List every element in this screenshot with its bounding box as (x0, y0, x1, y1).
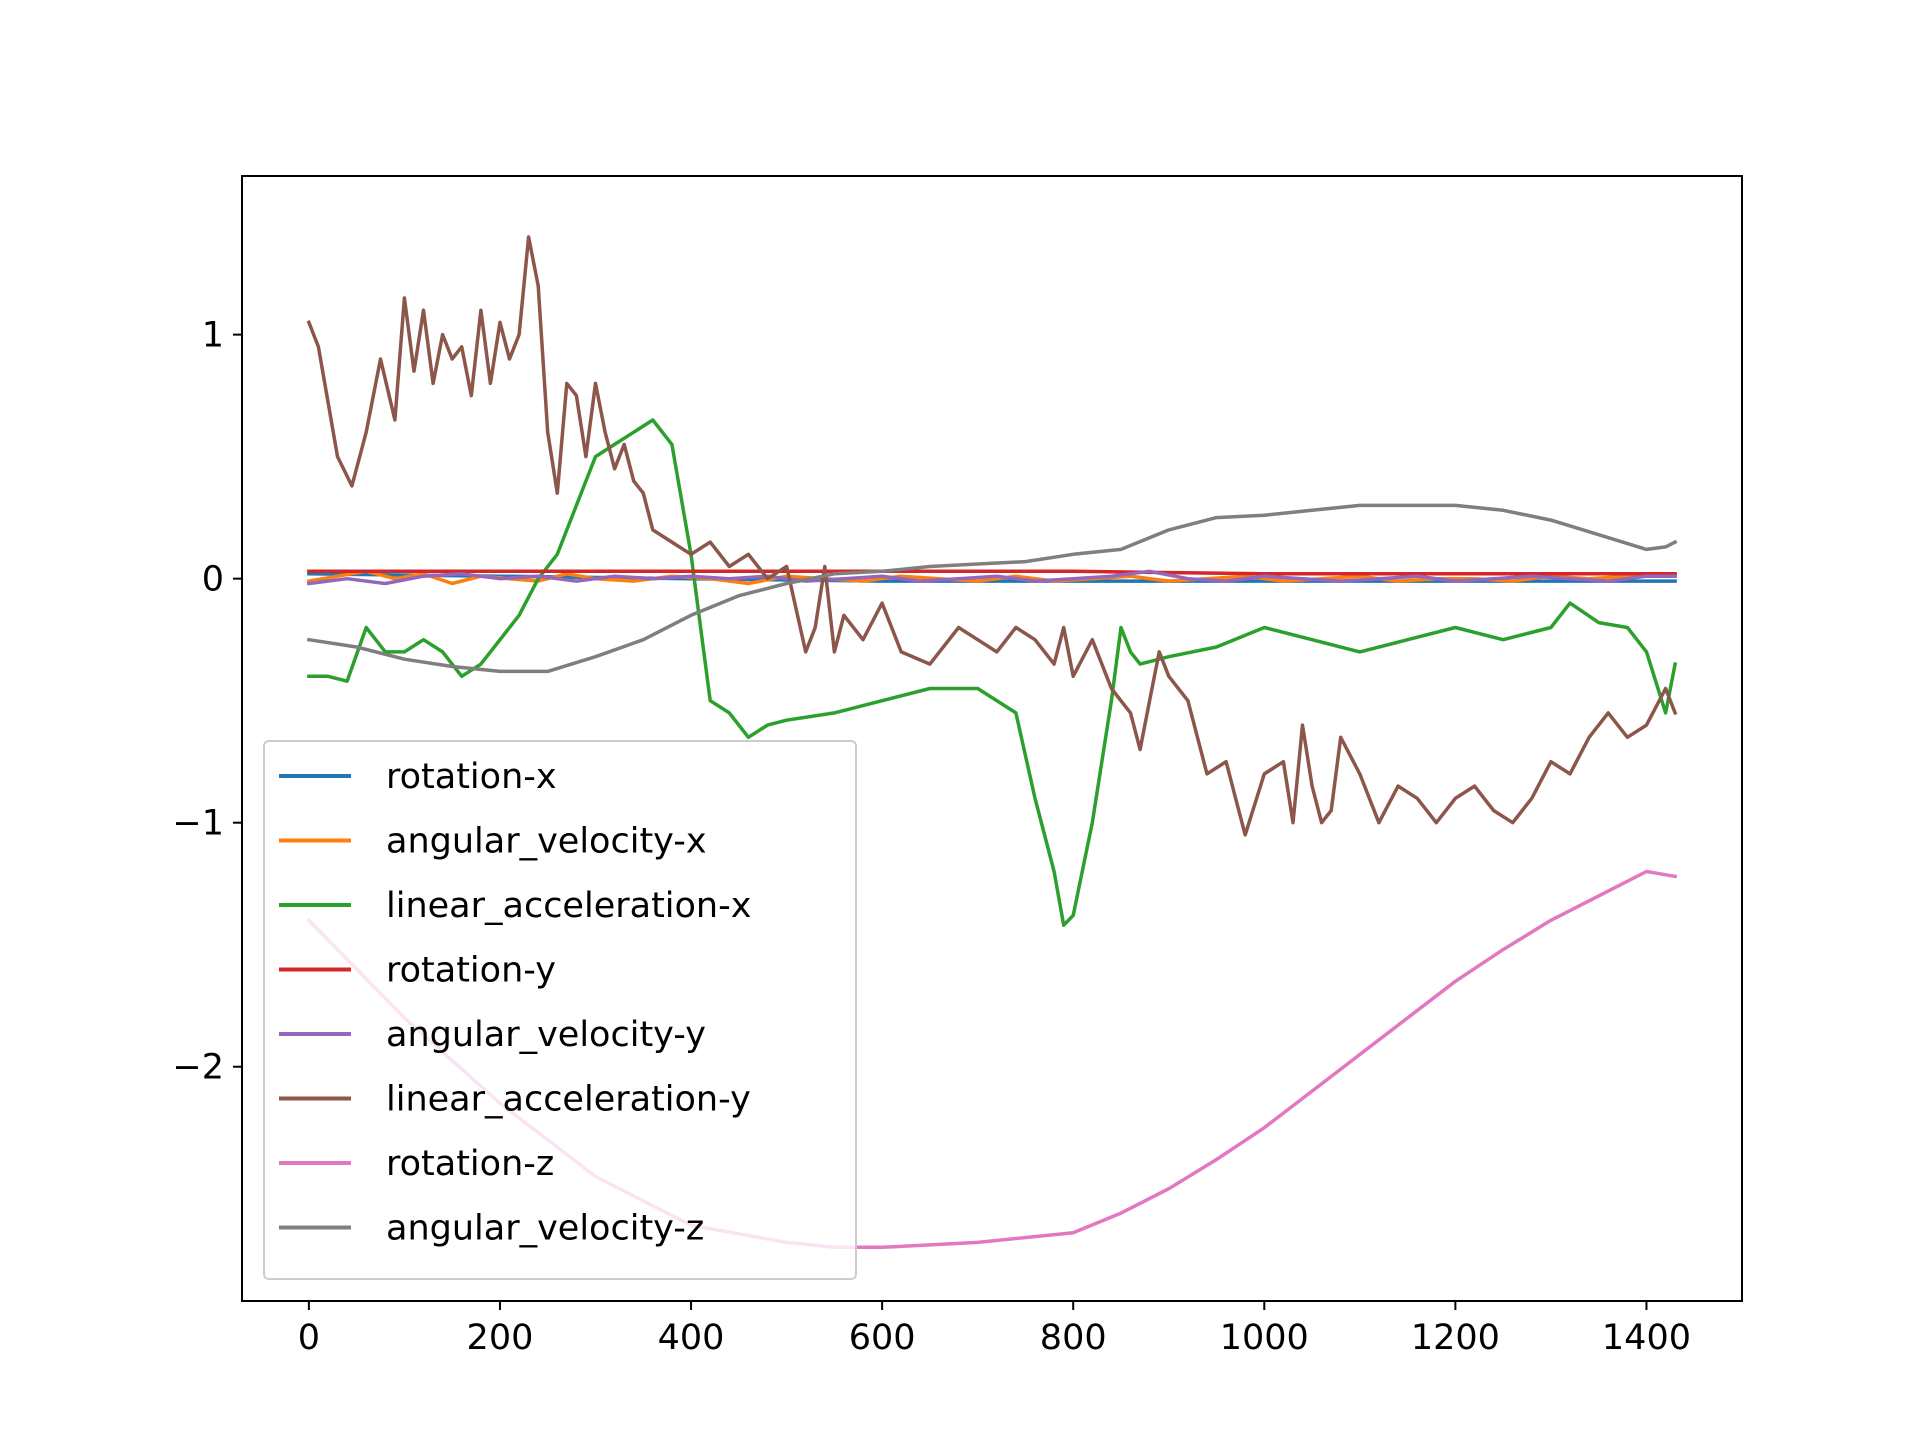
x-tick-label: 1400 (1602, 1318, 1691, 1358)
legend-label: rotation-y (386, 951, 556, 991)
series-line-linear_acceleration-x (307, 418, 1678, 927)
series-line-rotation-y (307, 569, 1677, 576)
series-line-angular_velocity-y (306, 569, 1677, 586)
x-tick-label: 200 (467, 1318, 534, 1358)
y-tick-label: −2 (172, 1048, 224, 1088)
x-tick-label: 800 (1040, 1318, 1107, 1358)
x-tick-label: 1000 (1220, 1318, 1309, 1358)
x-tick-label: 600 (849, 1318, 916, 1358)
series-line-linear_acceleration-y (306, 235, 1678, 837)
legend-label: angular_velocity-z (386, 1209, 704, 1249)
legend-label: angular_velocity-y (386, 1015, 706, 1055)
legend-box (263, 740, 857, 1280)
x-tick-label: 0 (298, 1318, 320, 1358)
y-tick-label: 0 (202, 560, 224, 600)
x-axis: 0 200 400 600 800 1000 1200 1400 (298, 1301, 1691, 1358)
axes-frame (241, 175, 1743, 1302)
legend-label: rotation-z (386, 1144, 554, 1184)
x-tick-label: 400 (658, 1318, 725, 1358)
legend-label: linear_acceleration-y (386, 1080, 751, 1120)
legend-label: rotation-x (386, 757, 557, 797)
series-layer (306, 235, 1678, 1250)
y-tick-label: 1 (202, 316, 224, 356)
legend: rotation-x angular_velocity-x linear_accel… (263, 740, 857, 1280)
legend-label: linear_acceleration-x (386, 886, 751, 926)
y-tick-label: −1 (172, 804, 224, 844)
legend-label: angular_velocity-x (386, 822, 707, 862)
x-tick-label: 1200 (1411, 1318, 1500, 1358)
y-axis: 1 0 −1 −2 (172, 316, 242, 1088)
series-line-angular_velocity-z (306, 503, 1678, 674)
